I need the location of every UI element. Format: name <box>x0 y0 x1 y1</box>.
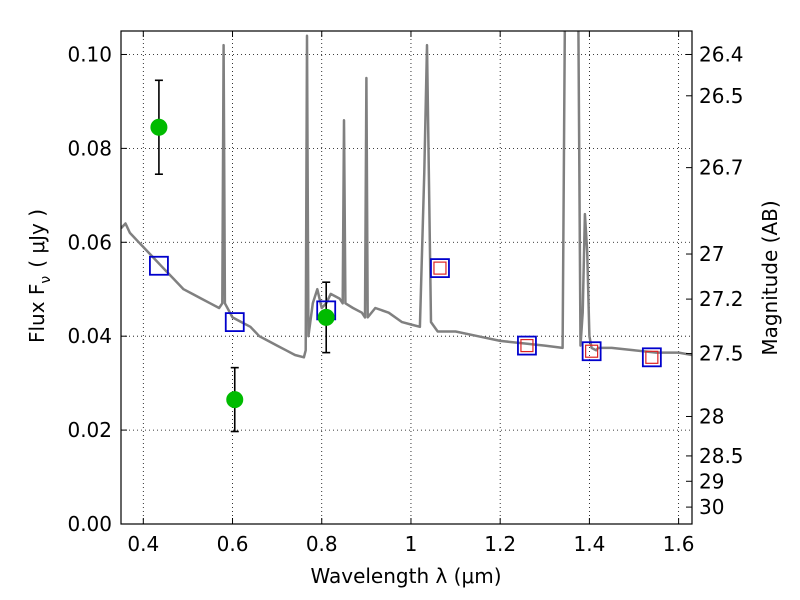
spectrum-line <box>121 31 692 359</box>
y-tick-label: 0.04 <box>67 324 112 348</box>
synthetic-flux-inner-square <box>585 344 599 358</box>
y2-tick-label: 28.5 <box>699 444 744 468</box>
synthetic-flux-inner-square <box>433 261 447 275</box>
axis-ticks: 0.4 0.6 0.8 1 1.2 1.4 1.6 0.00 0.02 0.04 0.06 0.08 0… <box>67 31 744 556</box>
y-tick-label: 0.02 <box>67 418 112 442</box>
x-tick-label: 1.6 <box>663 532 695 556</box>
synthetic-flux-inner-square <box>645 350 659 364</box>
y-axis-label-unit: ( μJy ) <box>25 209 49 268</box>
x-tick-label: 1.4 <box>573 532 605 556</box>
synthetic-flux-square <box>517 335 537 356</box>
y-tick-label: 0.10 <box>67 42 112 66</box>
synthetic-flux-square <box>224 312 245 333</box>
synthetic-flux-square <box>641 347 662 368</box>
gridlines <box>121 31 692 525</box>
x-tick-label: 1 <box>405 532 418 556</box>
y-tick-label: 0.06 <box>67 230 112 254</box>
x-axis-label: Wavelength λ (μm) <box>310 564 501 588</box>
x-tick-label: 0.4 <box>127 532 159 556</box>
synthetic-flux-square <box>149 255 169 276</box>
y-axis-label: Flux Fν ( μJy ) <box>25 209 54 343</box>
synthetic-flux-square <box>581 341 602 362</box>
data-points <box>149 79 662 433</box>
observed-point <box>226 391 244 409</box>
y2-tick-label: 29 <box>699 469 724 493</box>
y2-tick-label: 26.5 <box>699 84 744 108</box>
x-tick-label: 1.2 <box>484 532 516 556</box>
y2-tick-label: 26.4 <box>699 42 744 66</box>
y2-axis-label: Magnitude (AB) <box>758 200 782 355</box>
y-tick-label: 0.08 <box>67 136 112 160</box>
y2-tick-label: 27.5 <box>699 342 744 366</box>
observed-point <box>317 308 335 326</box>
x-tick-label: 0.6 <box>217 532 249 556</box>
model-spectrum <box>121 31 692 359</box>
observed-point <box>150 118 168 136</box>
y-tick-label: 0.00 <box>67 512 112 536</box>
y2-tick-label: 26.7 <box>699 156 744 180</box>
y2-tick-label: 28 <box>699 404 724 428</box>
x-tick-label: 0.8 <box>306 532 338 556</box>
plot-frame <box>120 30 693 525</box>
y2-tick-label: 30 <box>699 495 724 519</box>
synthetic-flux-inner-square <box>520 338 534 353</box>
y-axis-label-sub: ν <box>38 276 54 284</box>
synthetic-flux-square <box>430 258 450 279</box>
y-axis-label-main: Flux F <box>25 284 49 343</box>
y2-tick-label: 27 <box>699 242 724 266</box>
y2-tick-label: 27.2 <box>699 287 744 311</box>
